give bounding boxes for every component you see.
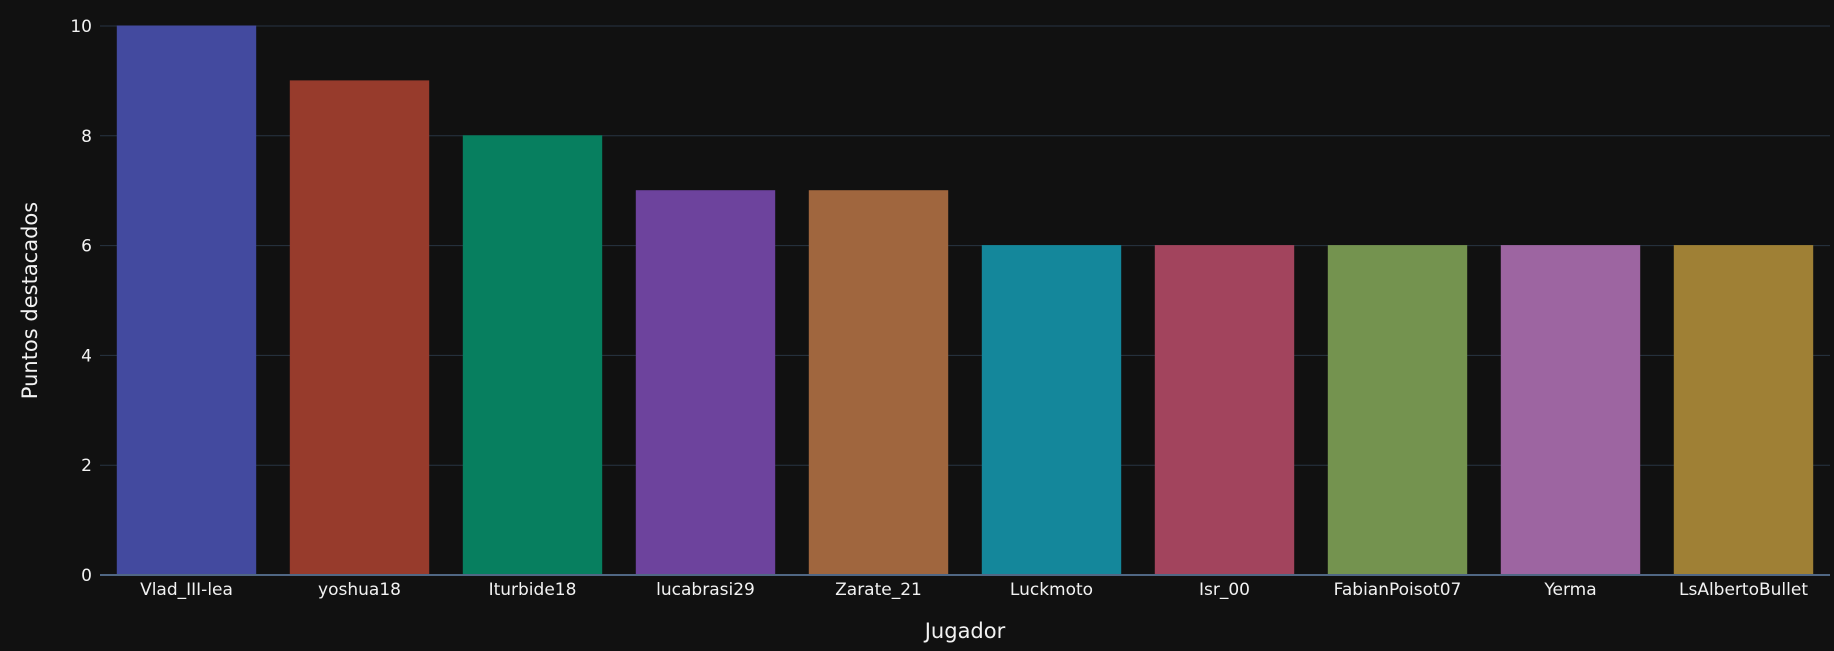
x-tick-label: Yerma [1543, 580, 1596, 600]
y-tick-label: 4 [81, 346, 92, 366]
y-axis-ticks: 0 2 4 6 8 10 [70, 17, 92, 586]
y-tick-label: 8 [81, 127, 92, 147]
bar[interactable] [1500, 245, 1641, 576]
x-tick-label: LsAlbertoBullet [1679, 580, 1808, 600]
x-axis-title: Jugador [923, 619, 1006, 643]
y-tick-label: 10 [70, 17, 92, 37]
x-tick-label: Isr_00 [1199, 580, 1250, 600]
x-tick-label: Vlad_III-lea [140, 580, 233, 600]
bar[interactable] [289, 80, 430, 576]
bar[interactable] [635, 190, 776, 576]
x-tick-label: Iturbide18 [489, 580, 577, 600]
bar[interactable] [981, 245, 1122, 576]
x-tick-label: FabianPoisot07 [1334, 580, 1462, 600]
bars [116, 25, 1814, 576]
x-tick-label: Zarate_21 [835, 580, 922, 600]
y-tick-label: 6 [81, 237, 92, 257]
y-tick-label: 2 [81, 456, 92, 476]
x-tick-label: lucabrasi29 [656, 580, 755, 600]
bar[interactable] [1154, 245, 1295, 576]
x-axis-ticks: Vlad_III-lea yoshua18 Iturbide18 lucabrasi2… [140, 580, 1808, 600]
bar[interactable] [462, 135, 603, 576]
y-tick-label: 0 [81, 566, 92, 586]
bar[interactable] [1673, 245, 1814, 576]
bar[interactable] [116, 25, 257, 576]
x-tick-label: yoshua18 [318, 580, 401, 600]
x-tick-label: Luckmoto [1010, 580, 1093, 600]
bar[interactable] [808, 190, 949, 576]
y-axis-title: Puntos destacados [18, 202, 42, 399]
bar[interactable] [1327, 245, 1468, 576]
